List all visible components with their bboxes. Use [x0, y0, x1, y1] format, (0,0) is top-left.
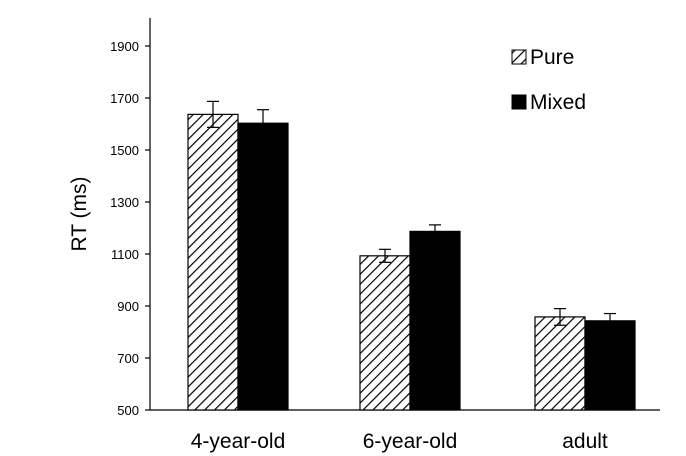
- x-category-label: 6-year-old: [363, 430, 458, 453]
- legend-label: Pure: [530, 46, 574, 69]
- bar-pure-6-year-old: [359, 255, 411, 411]
- legend-swatch: [511, 49, 527, 65]
- y-tick-label: 900: [117, 299, 139, 314]
- error-bar: [257, 109, 269, 138]
- y-tick-label: 700: [117, 351, 139, 366]
- bar-pure-4-year-old: [187, 113, 239, 411]
- legend-item-pure: Pure: [511, 46, 574, 69]
- x-category-label: 4-year-old: [191, 430, 286, 453]
- error-bar: [554, 308, 566, 326]
- legend-label: Mixed: [530, 91, 586, 114]
- bars: [187, 100, 636, 411]
- x-category-label: adult: [562, 430, 608, 453]
- legend: Pure Mixed: [511, 46, 586, 114]
- bar-mixed-6-year-old: [409, 230, 461, 411]
- labels: 500 700 900 1100 1300 1500 1700 1900 RT (ms) 4-ye…: [68, 39, 608, 453]
- legend-item-mixed: Mixed: [511, 91, 586, 114]
- error-bar: [379, 248, 391, 263]
- bar-pure-adult: [534, 316, 586, 411]
- bar-mixed-adult: [584, 320, 636, 411]
- y-tick-label: 1900: [110, 39, 139, 54]
- error-bar: [429, 224, 441, 239]
- error-bar: [207, 100, 219, 128]
- bar-mixed-4-year-old: [237, 122, 289, 411]
- y-axis-title: RT (ms): [68, 176, 91, 251]
- y-tick-label: 1300: [110, 195, 139, 210]
- error-bar: [604, 312, 616, 329]
- y-tick-label: 1700: [110, 91, 139, 106]
- legend-swatch: [511, 94, 527, 110]
- y-tick-label: 1100: [111, 247, 139, 262]
- y-tick-label: 500: [117, 403, 139, 418]
- y-tick-label: 1500: [110, 143, 139, 158]
